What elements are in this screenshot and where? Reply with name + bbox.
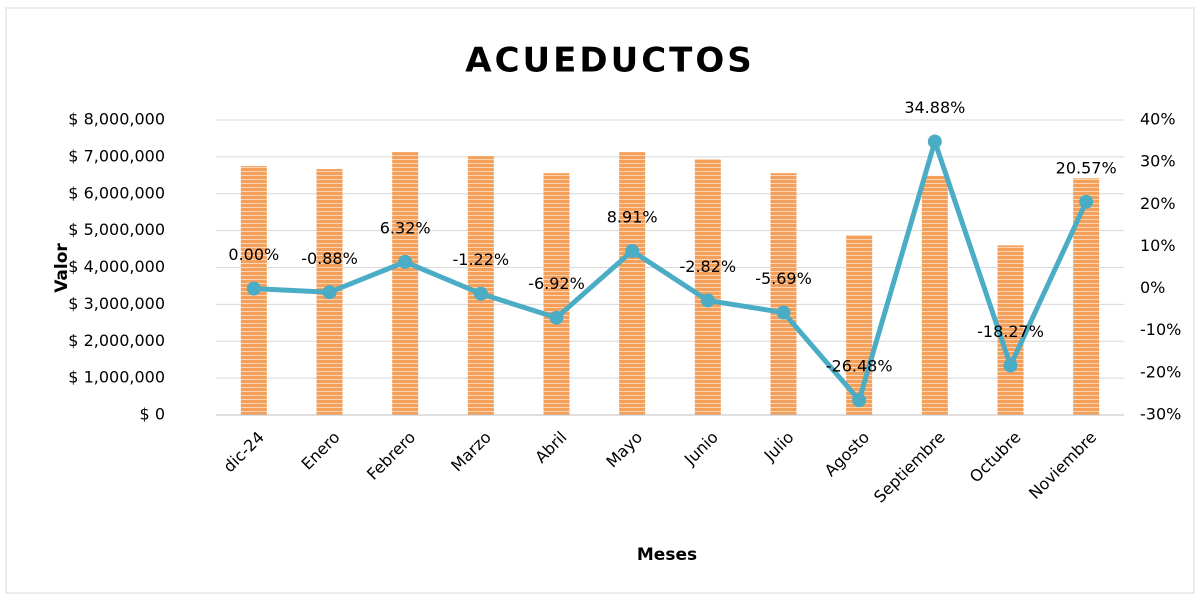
data-label: 8.91% — [607, 208, 658, 227]
data-label: 20.57% — [1056, 158, 1117, 177]
bar — [997, 245, 1024, 415]
line-point — [927, 134, 942, 149]
y2-tick-label: 40% — [1140, 110, 1176, 129]
y-tick-label: $ 7,000,000 — [68, 146, 165, 165]
data-label: 0.00% — [228, 245, 279, 264]
y2-tick-label: 20% — [1140, 194, 1176, 213]
y-tick-label: $ 3,000,000 — [68, 294, 165, 313]
line-point — [852, 393, 867, 408]
bar — [467, 156, 494, 415]
y2-tick-label: 10% — [1140, 236, 1176, 255]
line-point — [700, 293, 715, 308]
bar — [1073, 178, 1100, 415]
data-label: -2.82% — [680, 257, 737, 276]
data-label: 34.88% — [904, 98, 965, 117]
line-point — [473, 286, 488, 301]
line-point — [776, 305, 791, 320]
data-label: -5.69% — [755, 269, 812, 288]
line-point — [549, 310, 564, 325]
y-tick-label: $ 6,000,000 — [68, 183, 165, 202]
y-axis-title: Valor — [52, 243, 72, 293]
y2-tick-label: 0% — [1140, 278, 1165, 297]
data-label: -6.92% — [528, 274, 585, 293]
bar — [392, 152, 419, 416]
y-tick-label: $ 2,000,000 — [68, 331, 165, 350]
line-point — [322, 285, 337, 300]
bar — [694, 159, 721, 415]
bar — [770, 173, 797, 415]
bar — [846, 235, 873, 415]
chart-border — [5, 7, 1195, 594]
x-axis-title: Meses — [637, 545, 697, 565]
y2-tick-label: 30% — [1140, 152, 1176, 171]
y-tick-label: $ 8,000,000 — [68, 110, 165, 129]
data-label: -0.88% — [301, 249, 358, 268]
bar — [543, 173, 570, 415]
bar — [921, 176, 948, 415]
data-label: -26.48% — [826, 357, 893, 376]
line — [253, 133, 1089, 406]
y-tick-label: $ 0 — [140, 405, 165, 424]
line-point — [1003, 358, 1018, 373]
y2-tick-label: -30% — [1140, 405, 1181, 424]
data-label: 6.32% — [380, 218, 431, 237]
y-tick-label: $ 4,000,000 — [68, 257, 165, 276]
chart-title: ACUEDUCTOS — [465, 41, 754, 81]
bar — [619, 152, 646, 416]
line-point — [246, 281, 261, 296]
y2-tick-label: -10% — [1140, 320, 1181, 339]
y2-tick-label: -20% — [1140, 362, 1181, 381]
line-point — [1079, 194, 1094, 209]
line-point — [625, 244, 640, 259]
data-label: -18.27% — [977, 322, 1044, 341]
y-tick-label: $ 5,000,000 — [68, 220, 165, 239]
data-label: -1.22% — [453, 250, 510, 269]
line-point — [398, 254, 413, 269]
y-tick-label: $ 1,000,000 — [68, 368, 165, 387]
